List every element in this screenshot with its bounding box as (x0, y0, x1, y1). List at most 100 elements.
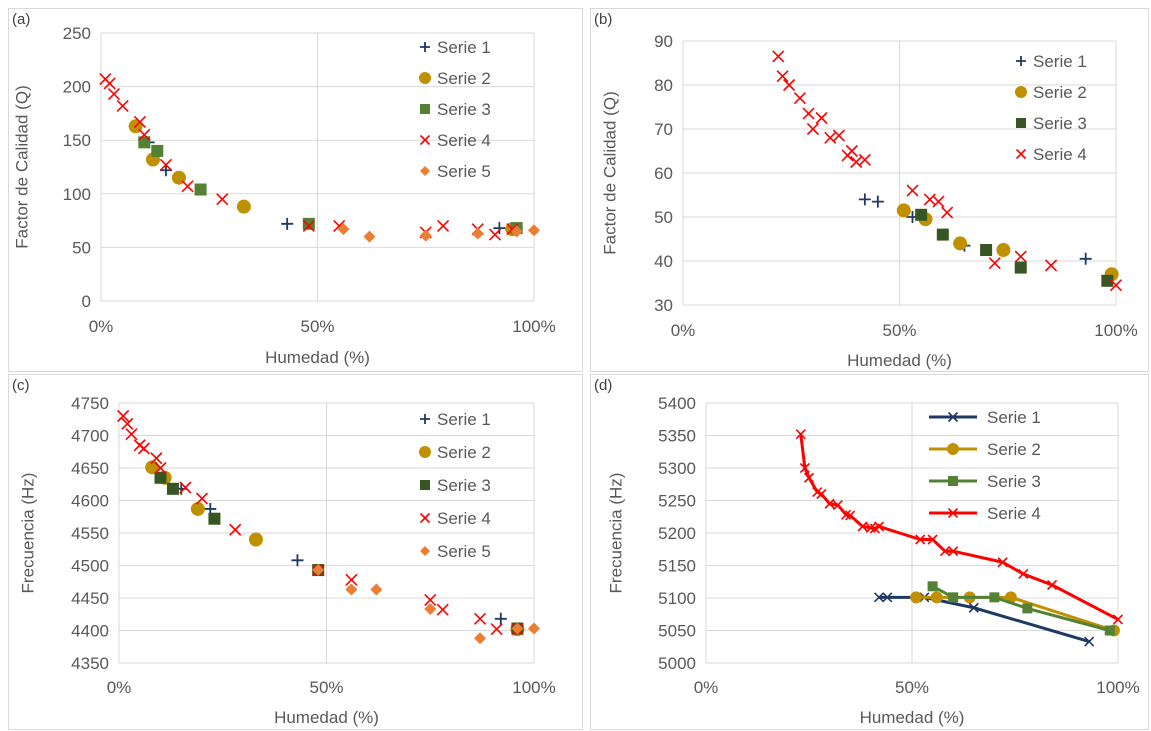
series-line (879, 595, 1090, 643)
x-axis-title: Humedad (%) (274, 708, 379, 727)
y-tick-label: 30 (654, 296, 673, 315)
y-tick-label: 70 (654, 120, 673, 139)
series-4-d (795, 429, 1124, 625)
legend-label: Serie 4 (987, 504, 1041, 523)
data-point (923, 193, 936, 206)
data-point (1112, 614, 1124, 625)
data-point (858, 153, 871, 166)
data-point (824, 498, 835, 509)
legend-d: Serie 1 Serie 2 Serie 3 Serie 4 (929, 408, 1041, 523)
y-tick-label: 150 (63, 131, 91, 150)
chart-d-svg: 5000 5050 5100 5150 5200 5250 5300 5350 5400 0% 50… (606, 394, 1139, 727)
y-tick-label: 5100 (658, 589, 696, 608)
y-tick-label: 5200 (658, 524, 696, 543)
y-tick-label: 5350 (658, 427, 696, 446)
x-tick-label: 50% (882, 321, 916, 340)
legend-marker (947, 507, 959, 519)
legend-label: Serie 5 (437, 542, 491, 561)
y-tick-label: 100 (63, 185, 91, 204)
data-point (1101, 274, 1114, 287)
data-point (802, 107, 815, 120)
data-point (927, 534, 938, 545)
x-tick-label: 50% (895, 678, 929, 697)
data-point (154, 461, 167, 475)
data-point (510, 225, 523, 238)
data-point (121, 417, 134, 430)
data-point (138, 136, 151, 149)
data-point (896, 203, 911, 218)
data-point (208, 512, 221, 525)
data-point (936, 228, 949, 241)
data-point (873, 521, 885, 532)
x-tick-label: 100% (512, 317, 555, 336)
data-point (841, 509, 852, 520)
legend-label: Serie 4 (437, 509, 491, 528)
series-line (799, 434, 1119, 621)
data-point (858, 193, 871, 206)
data-point (103, 77, 116, 90)
data-point (1104, 625, 1115, 636)
y-tick-label: 4450 (71, 589, 109, 608)
data-point (832, 499, 843, 511)
legend-label: Serie 2 (437, 69, 491, 88)
data-point (871, 195, 884, 208)
y-tick-label: 5400 (658, 394, 696, 413)
data-point (166, 482, 179, 495)
x-axis-title: Humedad (%) (265, 348, 370, 367)
y-tick-label: 80 (654, 76, 673, 95)
data-point (989, 592, 1000, 603)
series-5-a (337, 223, 540, 243)
chart-panel-d: 5000 5050 5100 5150 5200 5250 5300 5350 5400 0% 50… (590, 374, 1149, 730)
legend-marker (420, 480, 430, 490)
data-point (116, 99, 129, 112)
gridlines-c (118, 402, 535, 664)
data-point (997, 557, 1008, 568)
data-point (799, 462, 810, 474)
legend-marker (1015, 148, 1027, 160)
x-tick-label: 0% (671, 321, 696, 340)
chart-panel-c: 4350 4400 4450 4500 4550 4600 4650 4700 4750 0% 50… (8, 374, 583, 730)
data-point (424, 593, 437, 607)
legend-label: Serie 1 (987, 408, 1041, 427)
y-tick-label: 4500 (71, 557, 109, 576)
data-point (1014, 261, 1027, 274)
panel-label-a: (a) (12, 11, 31, 28)
data-point (488, 228, 502, 241)
data-point (873, 592, 885, 603)
data-point (107, 88, 121, 101)
data-point (1044, 259, 1058, 272)
series-5-c (312, 564, 540, 645)
data-point (302, 219, 315, 233)
legend-marker (420, 546, 430, 556)
panel-label-d: (d) (594, 377, 613, 394)
y-tick-label: 5050 (658, 622, 696, 641)
data-point (248, 532, 263, 547)
y-tick-label: 5000 (658, 654, 696, 673)
data-point (988, 257, 1001, 270)
panel-label-c: (c) (12, 377, 30, 394)
data-point (151, 144, 164, 157)
data-point (137, 442, 150, 455)
legend-marker (419, 446, 431, 458)
chart-c-svg: 4350 4400 4450 4500 4550 4600 4650 4700 4750 0% 50… (18, 394, 555, 727)
y-tick-label: 4350 (71, 654, 109, 673)
data-point (312, 564, 325, 577)
data-point (236, 199, 251, 214)
x-axis-title: Humedad (%) (847, 351, 952, 370)
data-point (281, 217, 294, 230)
series-1-b (858, 193, 1092, 265)
data-point (783, 78, 796, 92)
legend-label: Serie 5 (437, 162, 491, 181)
legend-marker (419, 72, 431, 84)
legend-a: Serie 1 Serie 2 Serie 3 Serie 4 Serie 5 (419, 38, 491, 181)
legend-label: Serie 2 (437, 443, 491, 462)
data-point (474, 632, 487, 645)
data-point (436, 603, 449, 616)
series-3-b (915, 208, 1114, 287)
data-point (865, 522, 876, 533)
y-axis-title: Frecuencia (Hz) (606, 473, 625, 594)
data-point (932, 195, 945, 208)
x-tick-label: 100% (1096, 678, 1139, 697)
y-tick-label: 4750 (71, 394, 109, 413)
data-point (1018, 568, 1029, 580)
